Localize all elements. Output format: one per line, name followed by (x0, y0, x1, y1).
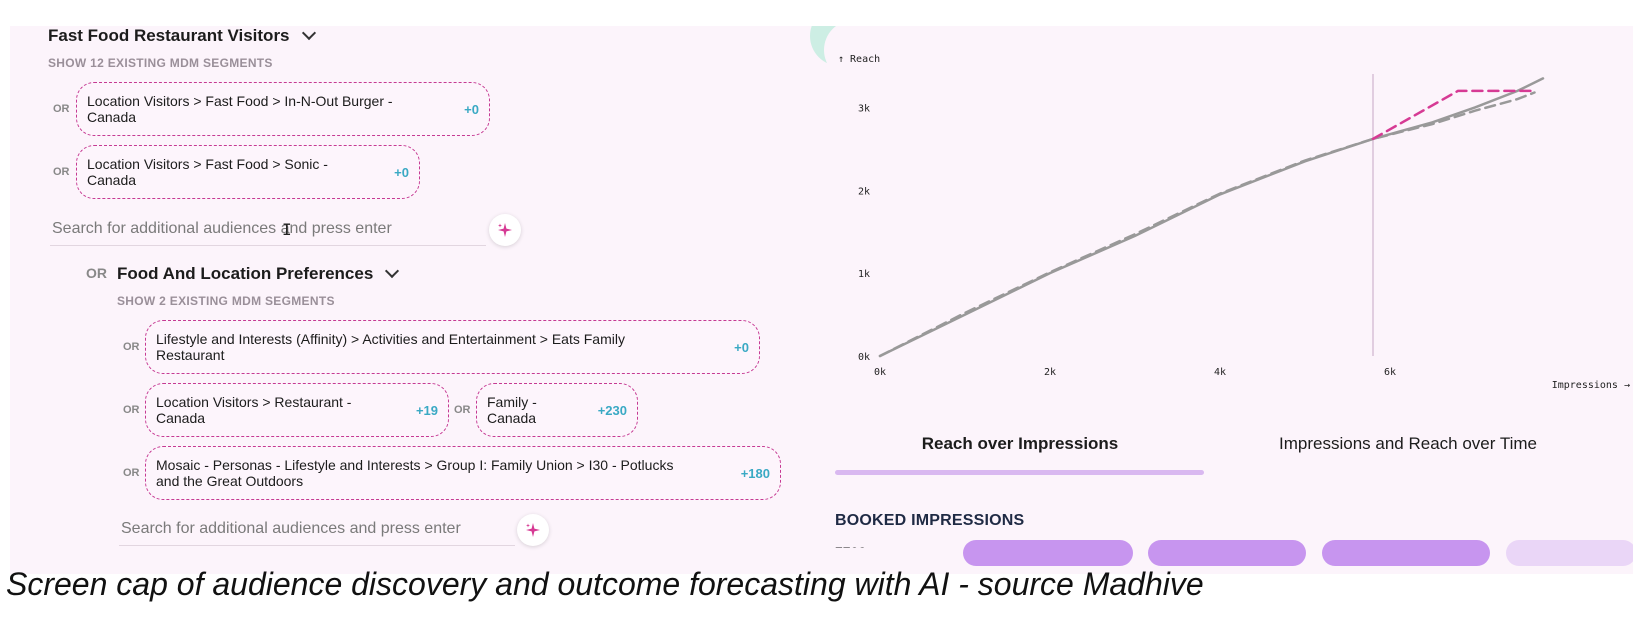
booking-option-chip[interactable] (963, 540, 1133, 566)
segment-label: Family - Canada (487, 394, 537, 426)
segment-pill[interactable]: Location Visitors > Fast Food > Sonic -C… (76, 145, 420, 199)
booking-option-chip[interactable] (1506, 540, 1633, 566)
segment-count: +0 (394, 164, 409, 180)
booking-option-chip[interactable] (1148, 540, 1306, 566)
audience-search-input[interactable] (119, 512, 515, 546)
series-line-2 (1371, 89, 1536, 141)
x-tick-label: 2k (1044, 367, 1056, 378)
or-label: OR (123, 404, 140, 416)
app-window: Fast Food Restaurant Visitors SHOW 12 EX… (10, 26, 1633, 574)
x-tick-label: 4k (1214, 367, 1226, 378)
show-existing-segments-link[interactable]: SHOW 12 EXISTING MDM SEGMENTS (48, 56, 273, 70)
decorative-shape (824, 26, 884, 80)
active-tab-indicator (835, 470, 1204, 475)
y-tick-label: 2k (858, 186, 870, 197)
x-tick-label: 0k (874, 367, 886, 378)
group-title-fast-food[interactable]: Fast Food Restaurant Visitors (48, 26, 316, 46)
segment-pill[interactable]: Family - Canada +230 (476, 383, 638, 437)
or-label: OR (123, 341, 140, 353)
booking-option-chip[interactable] (1322, 540, 1490, 566)
segment-count: +0 (734, 339, 749, 355)
or-label: OR (123, 467, 140, 479)
tab-reach-over-impressions[interactable]: Reach over Impressions (921, 434, 1119, 453)
chevron-down-icon[interactable] (385, 263, 400, 279)
segment-label: Location Visitors > Fast Food > Sonic -C… (87, 156, 328, 188)
or-label: OR (454, 404, 471, 416)
group-title-text: Fast Food Restaurant Visitors (48, 26, 290, 45)
x-tick-label: 6k (1384, 367, 1396, 378)
segment-label: Mosaic - Personas - Lifestyle and Intere… (156, 457, 674, 489)
ai-sparkle-button[interactable] (517, 514, 549, 546)
or-label: OR (53, 166, 70, 178)
x-axis-label: Impressions → (1552, 380, 1630, 391)
booked-impressions-value: 7790 (835, 544, 866, 548)
segment-pill[interactable]: Mosaic - Personas - Lifestyle and Intere… (145, 446, 781, 500)
sparkle-icon (526, 523, 540, 537)
sparkle-icon (498, 223, 512, 237)
ai-sparkle-button[interactable] (489, 214, 521, 246)
audience-builder-panel: Fast Food Restaurant Visitors SHOW 12 EX… (10, 26, 840, 574)
series-line-1 (878, 91, 1536, 358)
tab-impressions-reach-over-time[interactable]: Impressions and Reach over Time (1279, 434, 1537, 453)
forecast-panel: ↑ Reach Impressions → 0k 1k 2k 3k 0k 2k 4k 6k Rea… (810, 26, 1633, 574)
group-title-food-location[interactable]: Food And Location Preferences (117, 263, 400, 284)
audience-search-input[interactable] (50, 212, 486, 246)
segment-label: Lifestyle and Interests (Affinity) > Act… (156, 331, 625, 363)
y-tick-label: 1k (858, 269, 870, 280)
reach-chart: ↑ Reach Impressions → 0k 1k 2k 3k 0k 2k 4k 6k (838, 54, 1630, 391)
y-axis-label: ↑ Reach (838, 54, 880, 65)
or-label: OR (86, 265, 107, 281)
y-tick-label: 3k (858, 103, 870, 114)
group-title-text: Food And Location Preferences (117, 264, 374, 283)
show-existing-segments-link[interactable]: SHOW 2 EXISTING MDM SEGMENTS (117, 294, 335, 308)
segment-count: +0 (464, 101, 479, 117)
figure-caption: Screen cap of audience discovery and out… (6, 566, 1204, 602)
segment-pill[interactable]: Location Visitors > Restaurant - Canada +… (145, 383, 449, 437)
segment-count: +180 (740, 465, 770, 481)
segment-count: +230 (597, 402, 627, 418)
or-label: OR (53, 103, 70, 115)
booked-impressions-title: BOOKED IMPRESSIONS (835, 512, 1025, 529)
segment-label: Location Visitors > Restaurant - Canada (156, 394, 352, 426)
segment-label: Location Visitors > Fast Food > In-N-Out… (87, 93, 393, 125)
text-cursor-icon: I (282, 220, 292, 239)
chevron-down-icon[interactable] (301, 26, 316, 41)
segment-pill[interactable]: Lifestyle and Interests (Affinity) > Act… (145, 320, 760, 374)
y-tick-label: 0k (858, 352, 870, 363)
segment-pill[interactable]: Location Visitors > Fast Food > In-N-Out… (76, 82, 490, 136)
segment-count: +19 (415, 402, 438, 418)
